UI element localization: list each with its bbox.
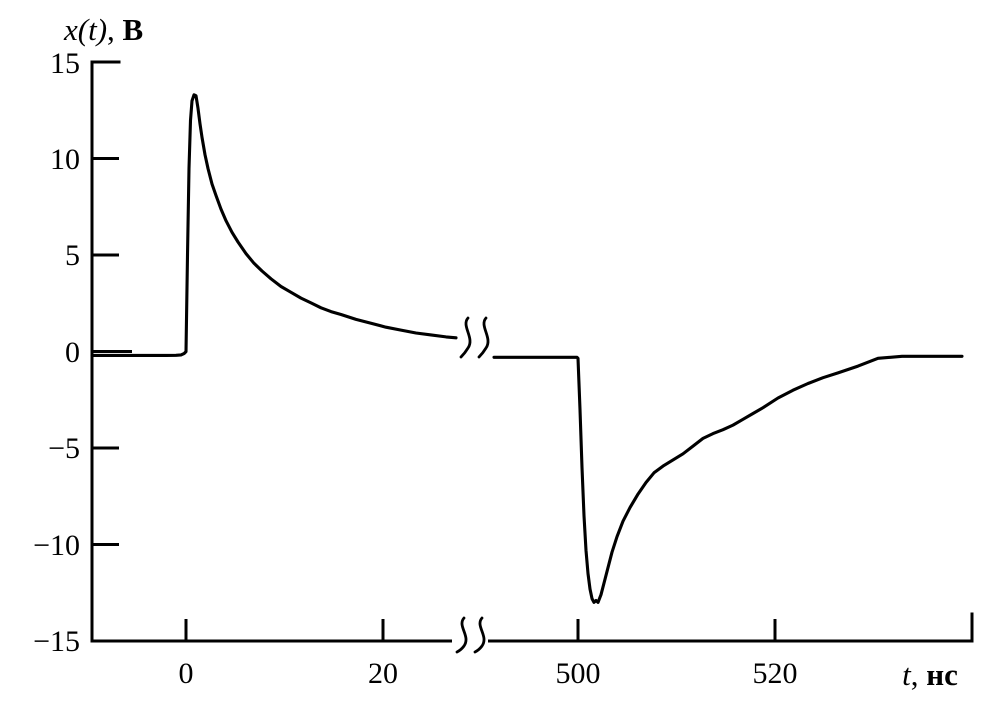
y-tick-label-15: 15 bbox=[50, 47, 80, 80]
x-tick-label-20: 20 bbox=[368, 657, 398, 690]
y-tick-label-0: 0 bbox=[65, 336, 80, 369]
y-tick-label-minus15: −15 bbox=[33, 625, 80, 658]
x-tick-label-0: 0 bbox=[179, 657, 194, 690]
y-axis-title-variable: x(t) bbox=[63, 12, 107, 47]
x-tick-label-500: 500 bbox=[556, 657, 601, 690]
y-axis-title-unit: В bbox=[123, 12, 144, 47]
plot-frame bbox=[90, 60, 974, 643]
y-axis-title: x(t), В bbox=[63, 12, 143, 47]
y-tick-label-5: 5 bbox=[65, 239, 80, 272]
curve-break-marker bbox=[458, 316, 492, 359]
x-axis-ticks bbox=[184, 619, 777, 641]
x-axis-title-variable: t bbox=[902, 657, 912, 692]
x-tick-label-520: 520 bbox=[753, 657, 798, 690]
x-axis-title-unit: нс bbox=[926, 657, 958, 692]
y-tick-label-10: 10 bbox=[50, 143, 80, 176]
x-axis-tick-labels: 0 20 500 520 bbox=[179, 657, 798, 690]
y-axis-ticks bbox=[92, 157, 132, 546]
x-axis-title: t, нс bbox=[902, 657, 958, 692]
y-tick-label-minus5: −5 bbox=[48, 432, 80, 465]
waveform-right-segment bbox=[492, 354, 964, 604]
y-axis-tick-labels: 15 10 5 0 −5 −10 −15 bbox=[33, 47, 80, 658]
x-axis-break-marker bbox=[452, 616, 488, 654]
y-tick-label-minus10: −10 bbox=[33, 529, 80, 562]
y-axis-title-separator: , bbox=[107, 12, 123, 47]
x-axis-title-separator: , bbox=[911, 657, 927, 692]
waveform-left-segment bbox=[90, 93, 458, 357]
